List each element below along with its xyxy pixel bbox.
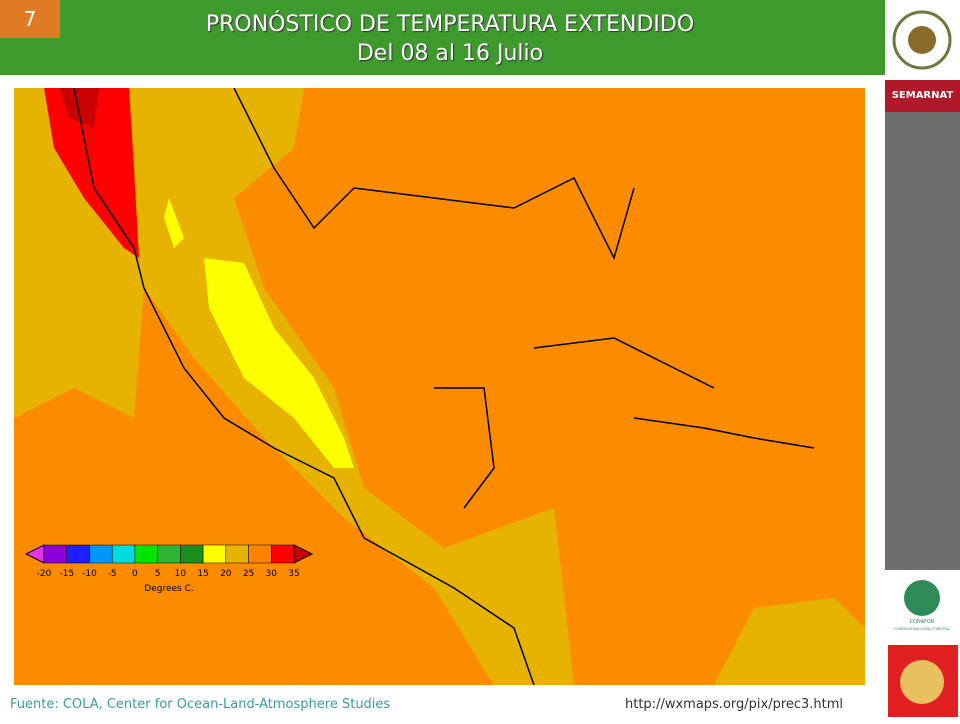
slide-number: 7	[0, 0, 60, 38]
legend-label: 15	[197, 569, 208, 579]
title-block: PRONÓSTICO DE TEMPERATURA EXTENDIDO Del …	[60, 10, 840, 68]
legend-swatch	[43, 544, 67, 564]
legend-swatch	[271, 544, 295, 564]
logo-box: CONAFOR COMISIÓN NACIONAL FORESTAL	[885, 570, 960, 720]
legend-swatch	[157, 544, 181, 564]
subtitle: Del 08 al 16 Julio	[356, 41, 544, 66]
legend-label: -15	[59, 569, 74, 579]
legend-label: 0	[132, 569, 138, 579]
logos: CONAFOR COMISIÓN NACIONAL FORESTAL	[888, 580, 958, 717]
legend-unit: Degrees C.	[144, 584, 193, 594]
legend-swatch	[180, 544, 204, 564]
legend-swatch	[248, 544, 272, 564]
header	[0, 0, 885, 75]
legend-swatch	[225, 544, 249, 564]
emblem-box	[885, 0, 960, 80]
legend-swatch	[134, 544, 158, 564]
legend-label: 35	[288, 569, 299, 579]
legend-label: 5	[155, 569, 161, 579]
legend-swatch	[89, 544, 113, 564]
logo-label: CONAFOR	[910, 619, 935, 625]
legend-label: 10	[175, 569, 187, 579]
legend-swatch	[202, 544, 227, 564]
map: -20 -15 -10 -5 0 5 10 15 20 25 30 35 Degrees C.	[14, 88, 865, 685]
legend: -20 -15 -10 -5 0 5 10 15 20 25 30 35 Degrees C.	[24, 544, 314, 594]
legend-label: 25	[243, 569, 254, 579]
legend-swatch	[66, 544, 90, 564]
legend-label: -20	[37, 569, 52, 579]
legend-label: -5	[108, 569, 117, 579]
emblem	[892, 10, 952, 70]
legend-label: 20	[220, 569, 232, 579]
legend-label: -10	[82, 569, 97, 579]
logo-caption: COMISIÓN NACIONAL FORESTAL	[894, 626, 950, 631]
legend-label: 30	[266, 569, 278, 579]
title: PRONÓSTICO DE TEMPERATURA EXTENDIDO	[205, 12, 695, 37]
agency: SEMARNAT	[885, 80, 960, 112]
legend-arrow	[293, 544, 314, 564]
legend-swatch	[111, 544, 136, 564]
url: http://wxmaps.org/pix/prec3.html	[625, 697, 844, 712]
source: Fuente: COLA, Center for Ocean-Land-Atmo…	[10, 697, 391, 712]
